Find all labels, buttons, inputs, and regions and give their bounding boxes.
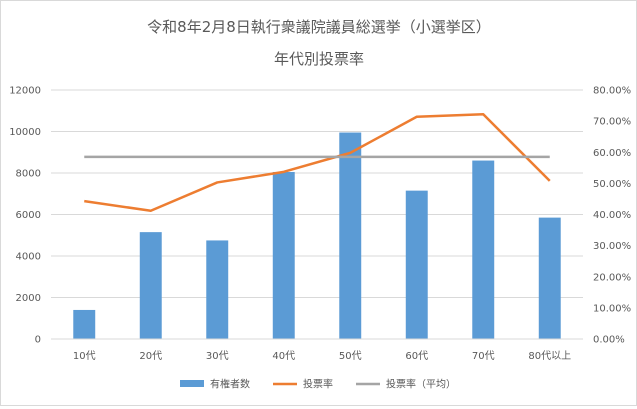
y-left-tick-label: 6000: [16, 210, 41, 221]
x-tick-label: 20代: [139, 350, 162, 362]
bar: [273, 172, 295, 339]
bar: [140, 232, 162, 339]
x-tick-label: 80代以上: [528, 350, 571, 362]
y-left-tick-label: 4000: [16, 252, 41, 263]
x-tick-label: 30代: [206, 350, 229, 362]
bar: [539, 218, 561, 339]
y-right-tick-label: 70.00%: [593, 117, 631, 128]
legend-swatch: [180, 380, 204, 387]
y-left-tick-label: 2000: [16, 293, 41, 304]
legend: 有権者数 投票率 投票率（平均）: [180, 378, 456, 391]
chart-title: 令和8年2月8日執行衆議院議員総選挙（小選挙区）: [147, 18, 491, 36]
bar: [73, 310, 95, 339]
y-right-tick-label: 50.00%: [593, 179, 631, 190]
x-tick-label: 70代: [472, 350, 495, 362]
y-right-tick-label: 30.00%: [593, 241, 631, 252]
legend-label: 投票率: [303, 378, 333, 391]
x-tick-label: 50代: [339, 350, 362, 362]
x-tick-label: 60代: [405, 350, 428, 362]
y-left-tick-label: 8000: [16, 169, 41, 180]
y-right-tick-label: 20.00%: [593, 272, 631, 283]
y-left-tick-label: 12000: [9, 86, 41, 97]
y-right-tick-label: 10.00%: [593, 303, 631, 314]
legend-label: 有権者数: [210, 378, 250, 391]
y-right-tick-label: 60.00%: [593, 148, 631, 159]
y-left-tick-label: 10000: [9, 127, 41, 138]
y-right-tick-label: 80.00%: [593, 86, 631, 97]
y-right-tick-label: 0.00%: [593, 335, 625, 346]
axes: 0 2000 4000 6000 8000 10000 12000 0.00% 10.00% 20…: [9, 86, 631, 363]
bar: [339, 133, 361, 339]
bar: [206, 240, 228, 339]
gridlines: [51, 90, 583, 298]
legend-label: 投票率（平均）: [386, 378, 456, 391]
y-right-tick-label: 40.00%: [593, 210, 631, 221]
x-tick-label: 10代: [73, 350, 96, 362]
y-left-tick-label: 0: [35, 335, 41, 346]
bar: [406, 191, 428, 339]
bar: [472, 161, 494, 339]
x-tick-label: 40代: [272, 350, 295, 362]
chart-subtitle: 年代別投票率: [274, 50, 364, 68]
